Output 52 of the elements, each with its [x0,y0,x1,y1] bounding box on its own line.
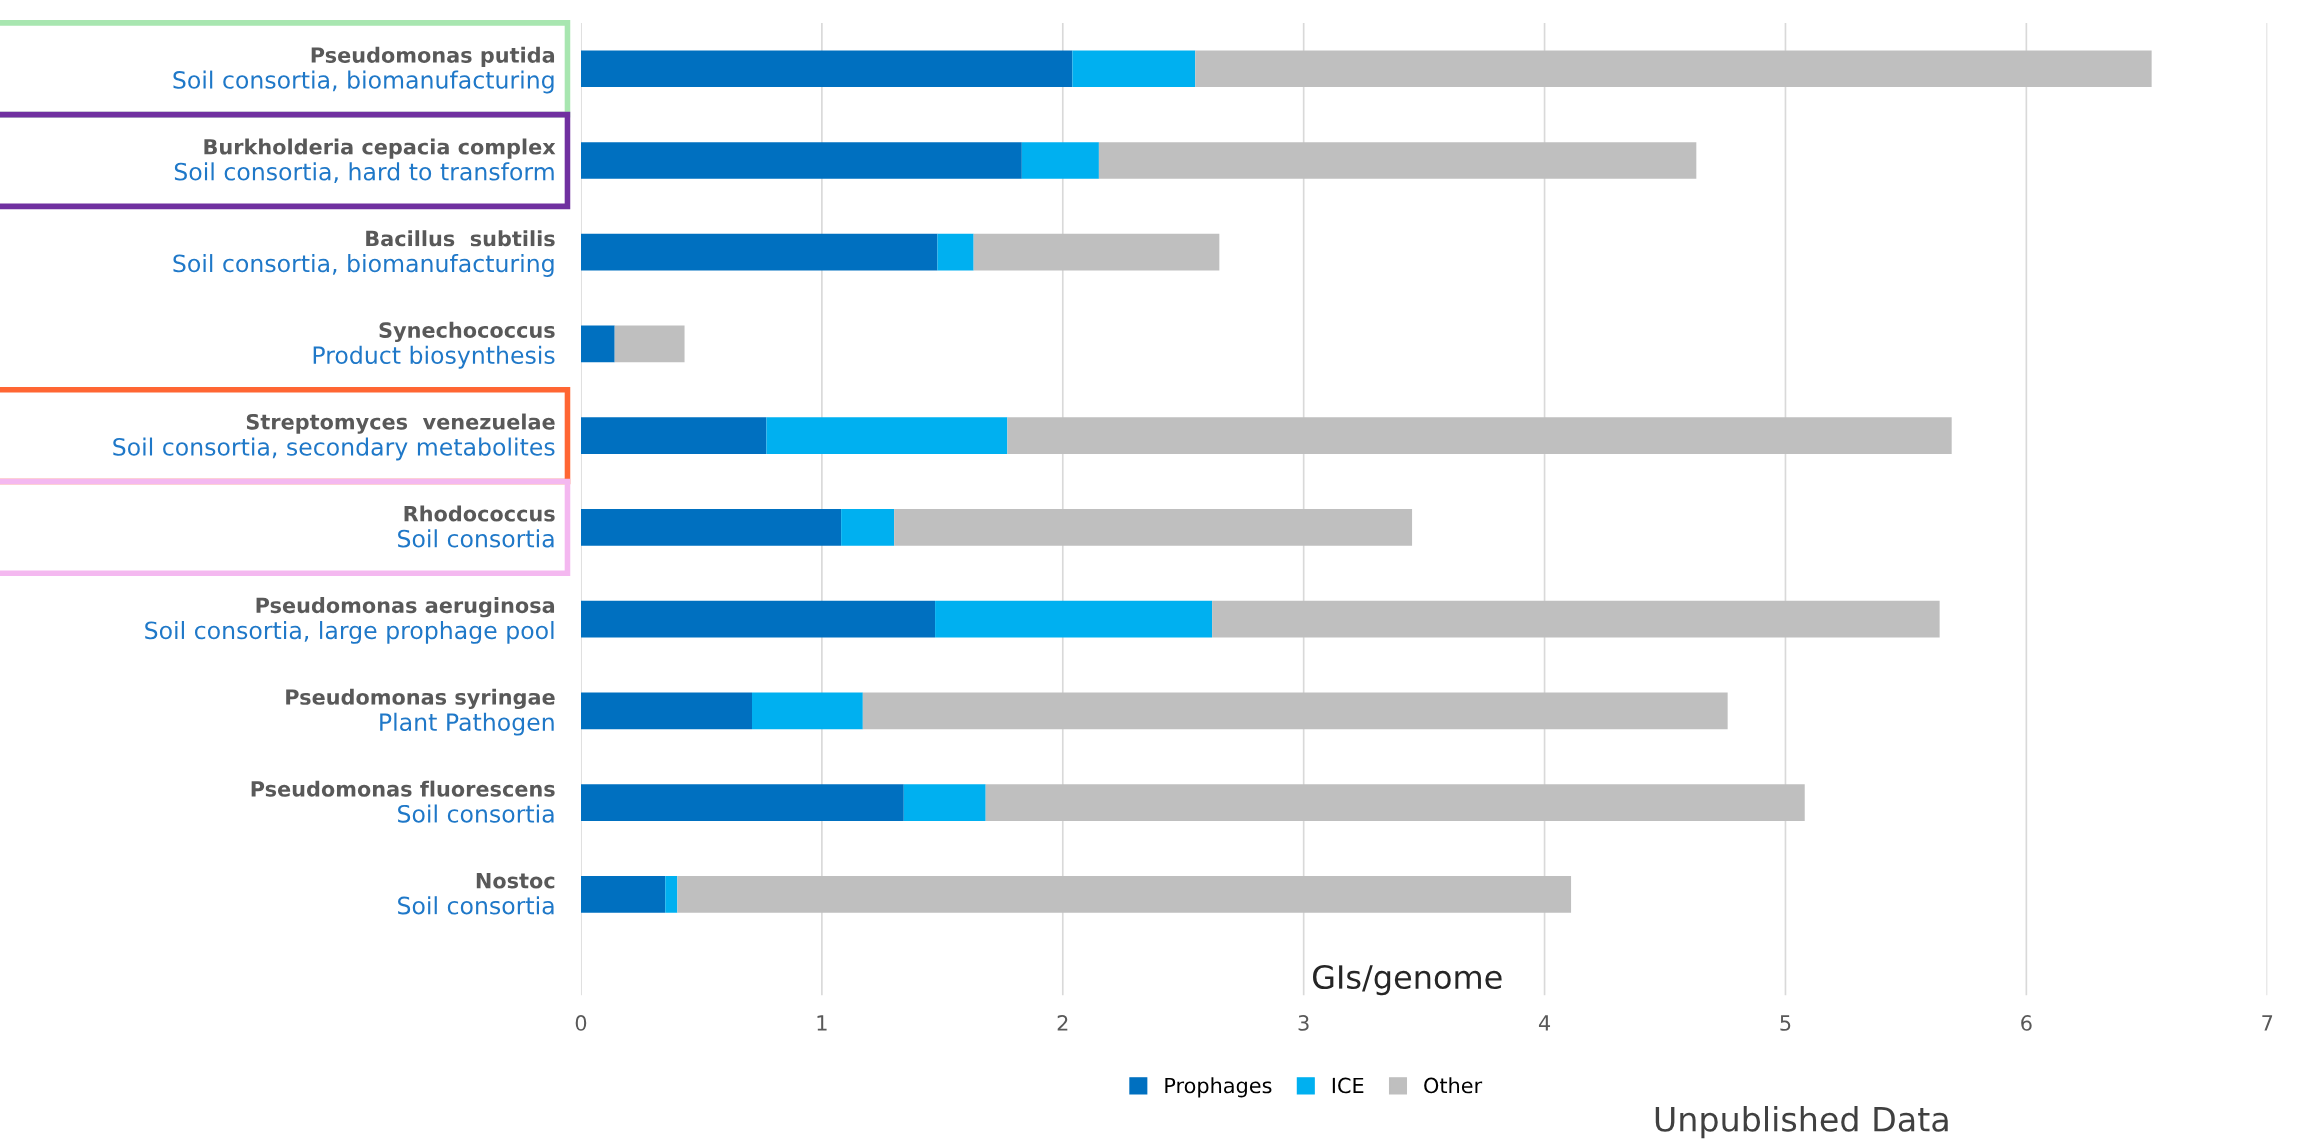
bar [580,233,938,271]
x-tick-label: 7 [2262,1015,2273,1031]
bar [862,692,1728,730]
bar [903,784,986,821]
legend-label: Prophages [1165,1077,1272,1098]
x-tick-label: 4 [1538,1015,1551,1031]
bar [1007,417,1952,455]
bar [752,692,863,730]
bar [677,876,1572,913]
y-tick-label: Pseudomonas syringae Plant Pathogen [286,688,555,736]
bar [973,233,1220,271]
x-tick-label: 5 [1780,1015,1791,1031]
bar [580,692,752,730]
y-tick-label: Pseudomonas aeruginosa Soil consortia, large prophage pool [145,597,555,644]
bar [894,509,1413,546]
bar [614,325,685,363]
bar [1021,142,1099,179]
bar [580,50,1073,88]
y-tick-label: Burkholderia cepacia complex Soil consortia, hard to transform [174,138,556,183]
bar [665,876,678,913]
bar [580,325,615,363]
y-tick-label: Synechococcus Product biosynthesis [313,321,555,369]
bar [1098,142,1697,179]
x-tick-label: 2 [1057,1015,1068,1031]
bar [580,509,842,546]
x-axis-title: GIs/genome [1313,964,1502,996]
y-tick-label: Bacillus subtilis Soil consortia, biomanufacturing [173,230,555,277]
bar [580,142,1022,179]
bar [1212,600,1940,638]
x-tick-label: 3 [1298,1015,1309,1031]
y-tick-label: Pseudomonas putida Soil consortia, biomanufacturing [173,46,555,94]
bar [1195,50,2152,88]
bar [985,784,1805,821]
bar [1072,50,1196,88]
x-tick-label: 6 [2021,1015,2032,1031]
y-tick-label: Nostoc Soil consortia [398,873,555,915]
bar [580,600,936,638]
y-tick-label: Streptomyces venezuelae Soil consortia, secondary metabolites [113,413,555,461]
legend-label: ICE [1332,1077,1364,1094]
text: Unpublished Data [1655,1106,1948,1139]
y-tick-label: Rhodococcus Soil consortia [398,505,555,548]
bar [580,417,767,455]
x-tick-label: 1 [817,1015,827,1031]
bar [580,876,666,913]
bar [937,233,974,271]
legend-label: Other [1424,1077,1483,1094]
x-tick-label: 0 [575,1015,587,1031]
bar [766,417,1008,455]
bar [935,600,1213,638]
bar [841,509,895,546]
bar [580,784,904,821]
y-tick-label: Pseudomonas fluorescens Soil consortia [251,780,555,823]
